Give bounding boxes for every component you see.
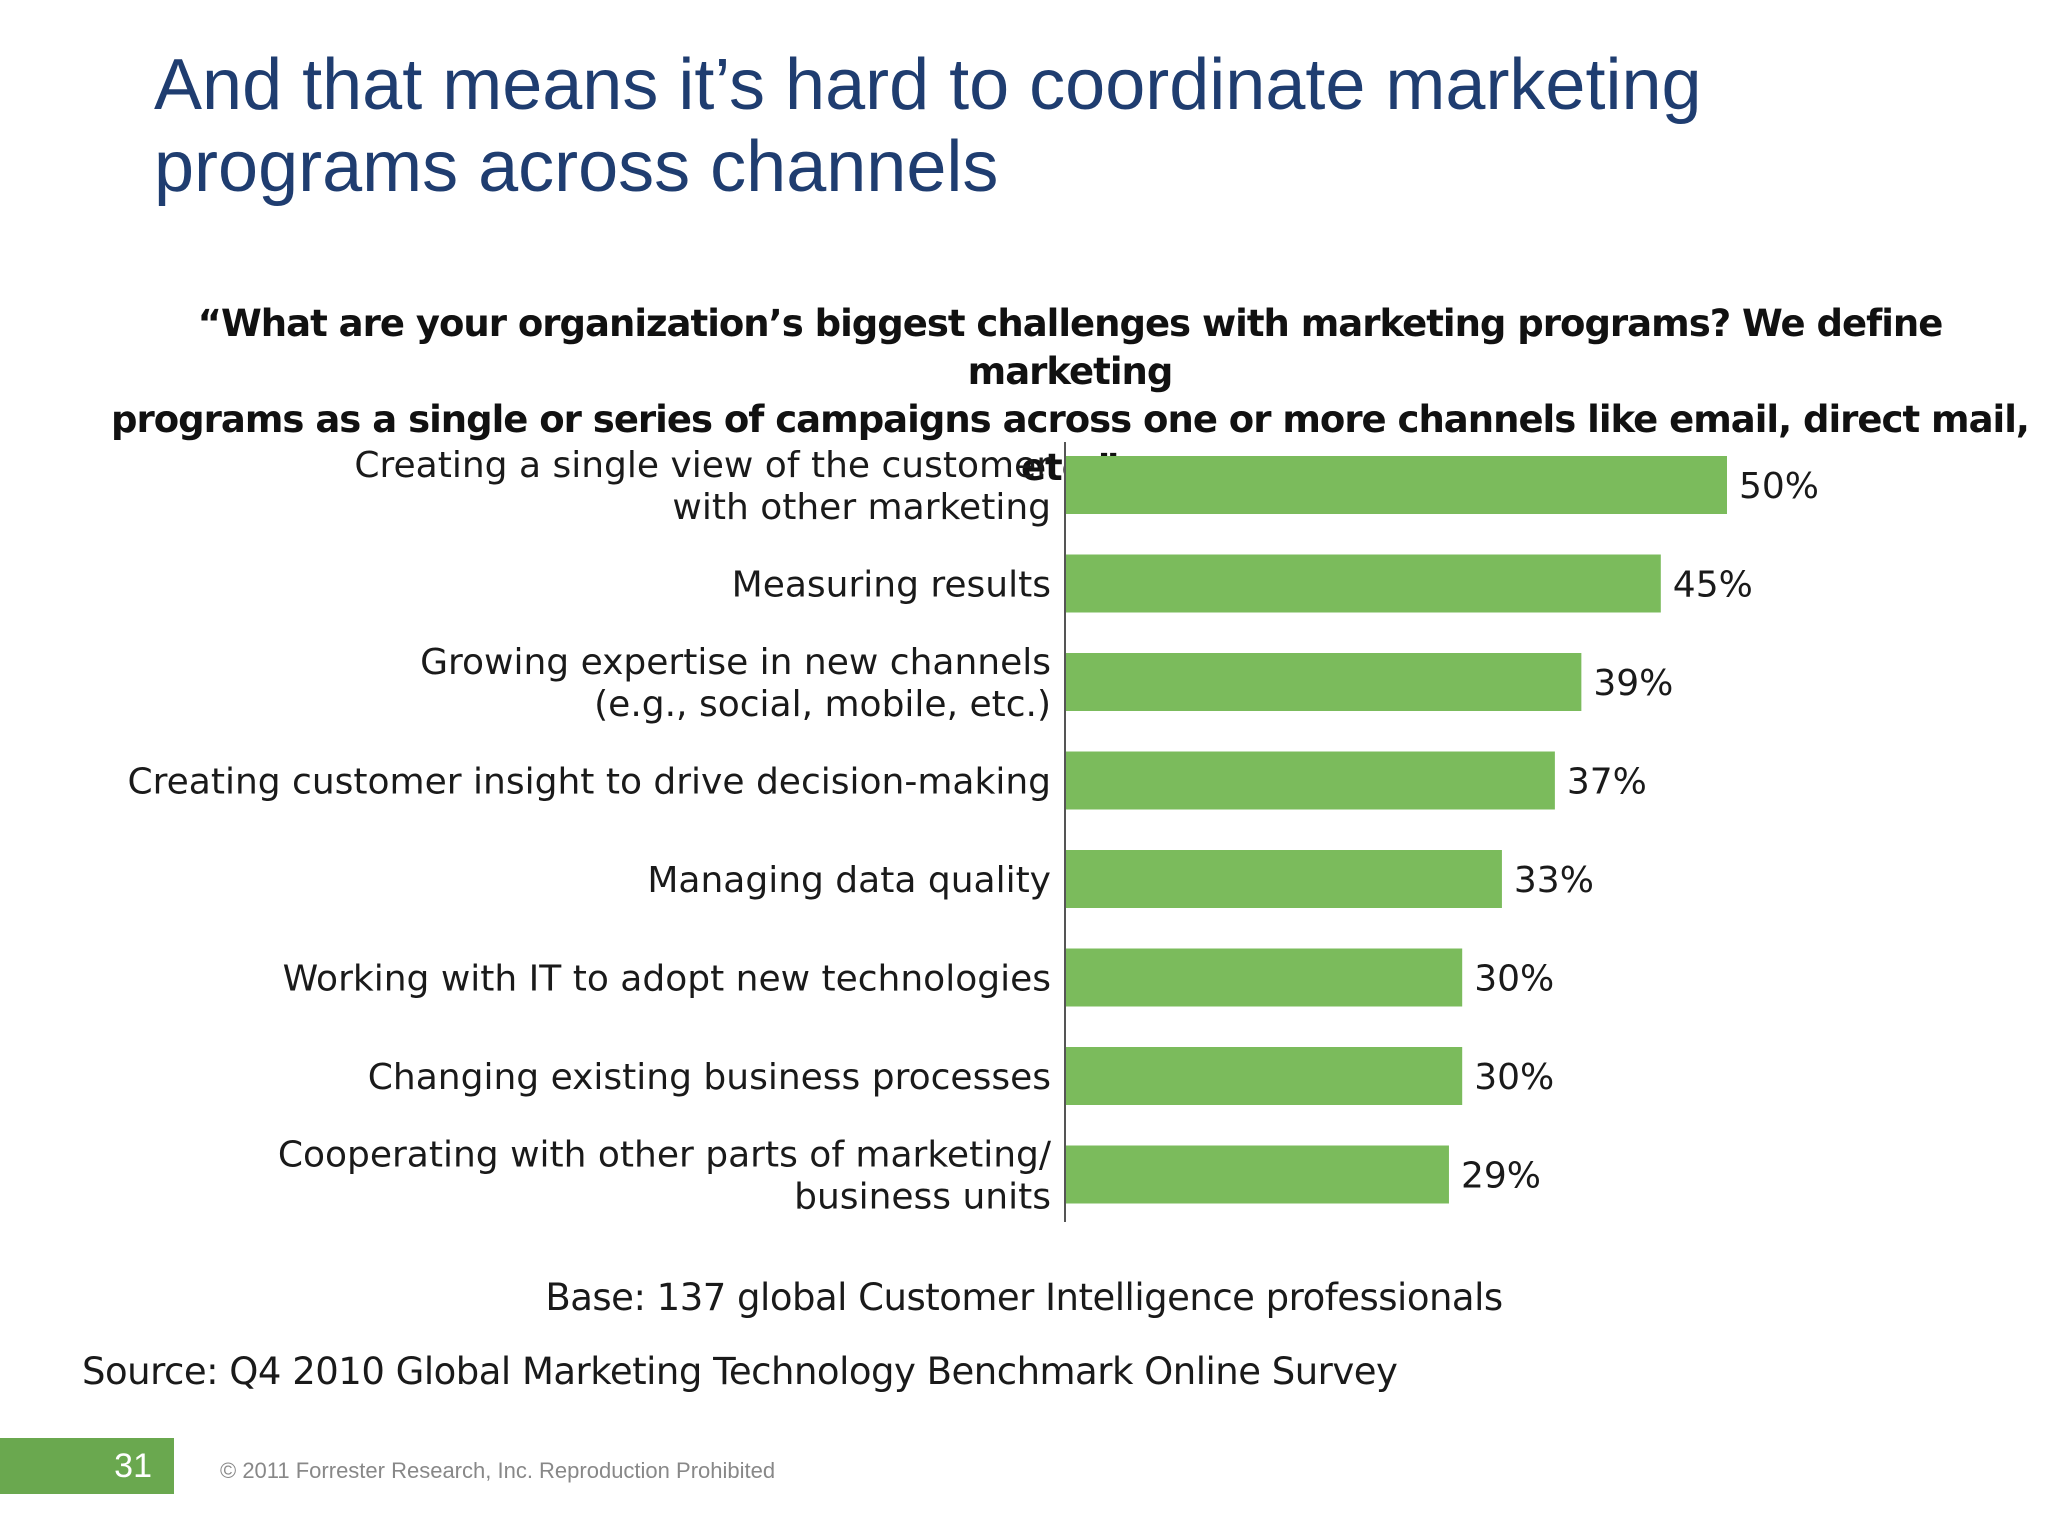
category-label-1-line-2: with other marketing: [672, 487, 1051, 528]
copyright-notice: © 2011 Forrester Research, Inc. Reproduc…: [220, 1458, 776, 1483]
category-label-3-line-2: (e.g., social, mobile, etc.): [594, 684, 1051, 725]
bars-layer: 50% Creating a single view of the custome…: [127, 445, 1819, 1218]
bar-8: [1065, 1145, 1449, 1204]
chart-question: “What are your organization’s biggest ch…: [110, 300, 2030, 492]
slide-title-line-2: programs across channels: [154, 127, 999, 207]
value-label-2: 45%: [1673, 565, 1753, 606]
slide-title: And that means it’s hard to coordinate m…: [154, 44, 1954, 208]
bar-4: [1065, 751, 1555, 810]
bar-6: [1065, 948, 1463, 1007]
value-label-1: 50%: [1739, 466, 1819, 507]
category-label-8-line-2: business units: [794, 1177, 1051, 1218]
category-label-3-line-1: Growing expertise in new channels: [420, 642, 1051, 683]
value-label-6: 30%: [1474, 959, 1554, 1000]
category-label-4-line-1: Creating customer insight to drive decis…: [127, 762, 1051, 803]
value-label-4: 37%: [1567, 762, 1647, 803]
bar-7: [1065, 1047, 1463, 1105]
page-number: 31: [0, 1438, 174, 1494]
category-label-7-line-1: Changing existing business processes: [368, 1057, 1051, 1098]
category-label-2-line-1: Measuring results: [732, 565, 1051, 606]
bar-2: [1065, 554, 1661, 613]
bar-5: [1065, 850, 1502, 908]
category-label-6-line-1: Working with IT to adopt new technologie…: [283, 959, 1051, 1000]
category-label-8-line-1: Cooperating with other parts of marketin…: [278, 1135, 1052, 1176]
base-note: Base: 137 global Customer Intelligence p…: [545, 1276, 1503, 1319]
value-label-3: 39%: [1593, 663, 1673, 704]
bar-1: [1065, 456, 1727, 514]
source-note: Source: Q4 2010 Global Marketing Technol…: [82, 1350, 1398, 1393]
value-label-8: 29%: [1461, 1156, 1541, 1197]
value-label-7: 30%: [1474, 1057, 1554, 1098]
bar-3: [1065, 653, 1582, 711]
category-label-5-line-1: Managing data quality: [647, 860, 1051, 901]
slide-title-line-1: And that means it’s hard to coordinate m…: [154, 45, 1702, 125]
bar-chart: 50% Creating a single view of the custome…: [127, 442, 1819, 1222]
category-label-1-line-1: Creating a single view of the customer: [354, 445, 1051, 486]
value-label-5: 33%: [1514, 860, 1594, 901]
chart-question-line-1: “What are your organization’s biggest ch…: [197, 302, 1944, 393]
